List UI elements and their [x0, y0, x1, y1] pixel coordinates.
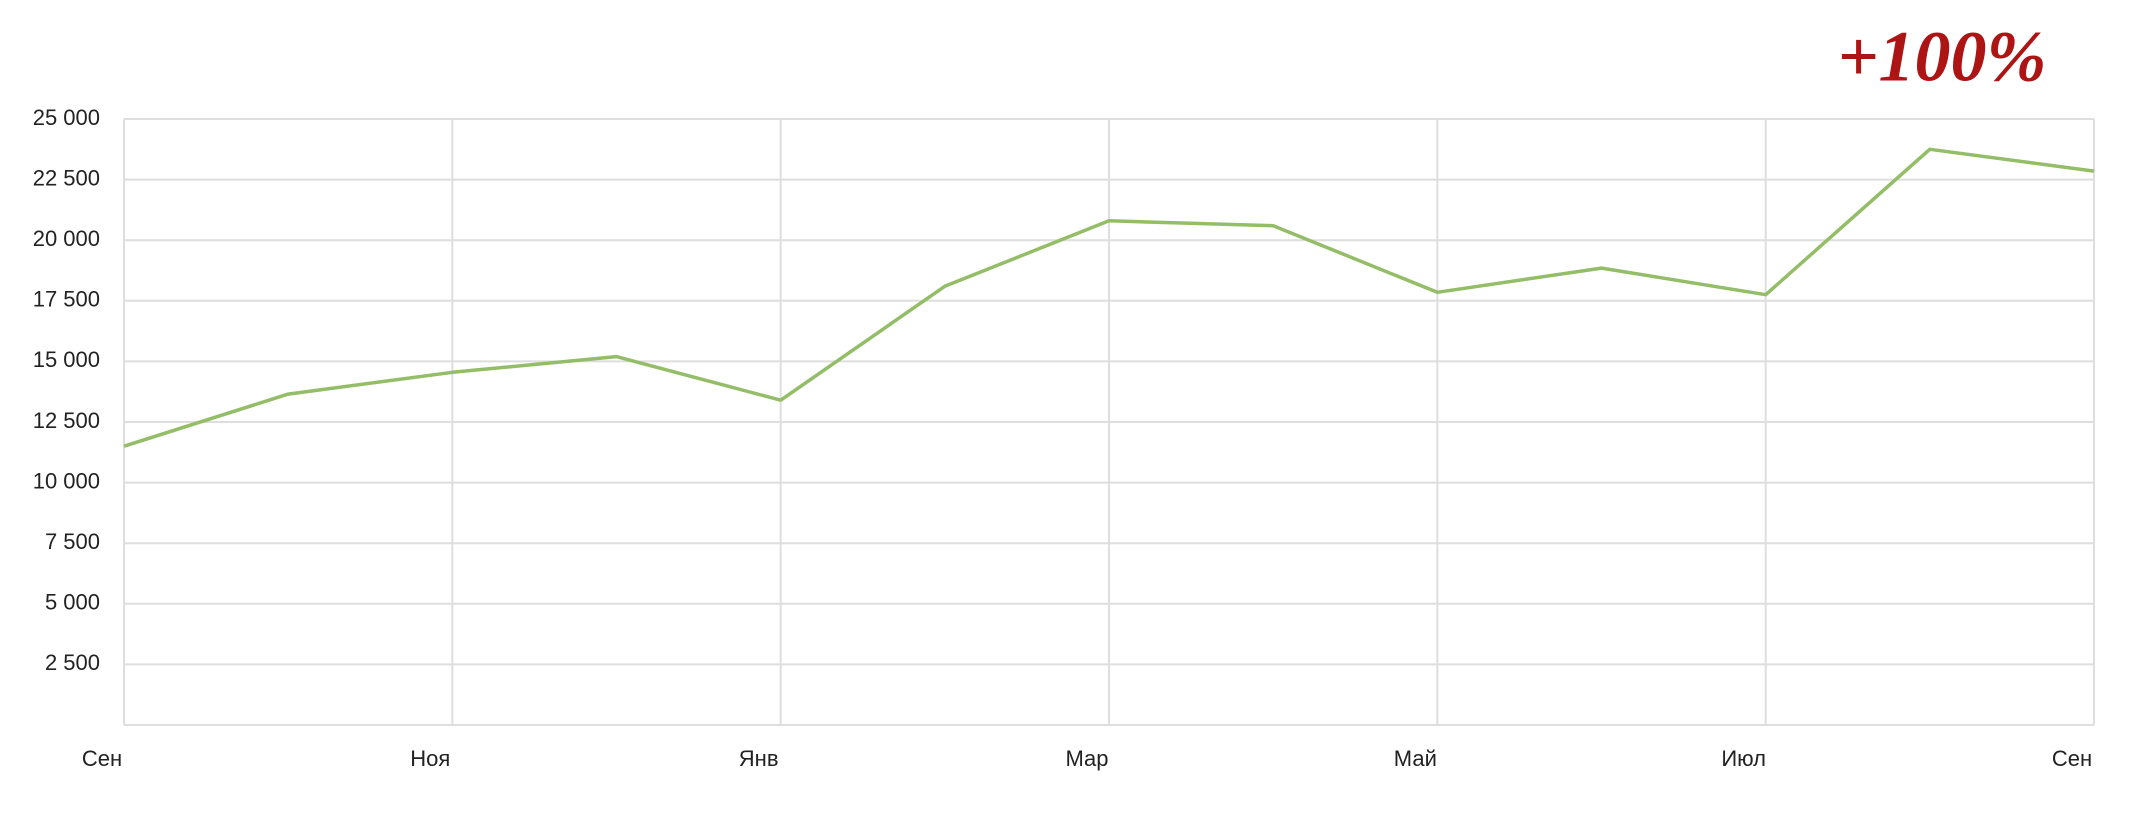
- x-tick-label: Май: [1394, 746, 1437, 771]
- y-tick-label: 17 500: [33, 287, 100, 312]
- y-tick-label: 10 000: [33, 468, 100, 493]
- annotation: +100%: [1837, 17, 2046, 97]
- y-tick-label: 22 500: [33, 165, 100, 190]
- x-tick-label: Янв: [739, 746, 779, 771]
- y-tick-label: 7 500: [45, 529, 100, 554]
- x-tick-label: Ноя: [410, 746, 450, 771]
- y-tick-label: 5 000: [45, 590, 100, 615]
- y-tick-label: 15 000: [33, 347, 100, 372]
- y-tick-label: 2 500: [45, 650, 100, 675]
- x-tick-label: Мар: [1065, 746, 1108, 771]
- line: [123, 147, 2095, 448]
- x-tick-label: Июл: [1721, 746, 1766, 771]
- x-tick-label: Сен: [2052, 746, 2092, 771]
- y-tick-label: 25 000: [33, 105, 100, 130]
- x-tick-label: Сен: [82, 746, 122, 771]
- y-tick-label: 20 000: [33, 226, 100, 251]
- y-tick-label: 12 500: [33, 408, 100, 433]
